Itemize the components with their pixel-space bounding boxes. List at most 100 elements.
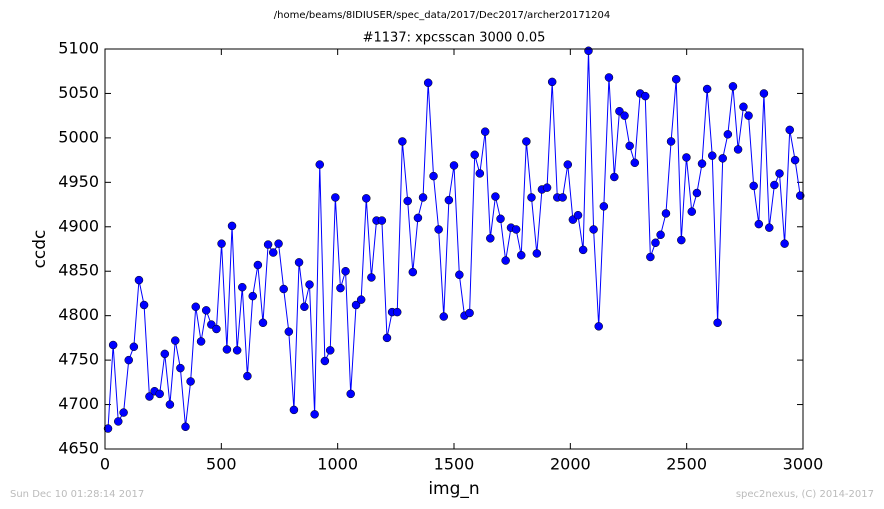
- x-axis-label: img_n: [428, 479, 479, 499]
- data-point: [171, 336, 180, 345]
- data-point: [795, 191, 805, 200]
- data-point: [728, 82, 738, 91]
- data-point: [749, 181, 758, 191]
- data-point: [160, 349, 170, 359]
- data-point: [604, 73, 614, 82]
- y-tick-label: 4650: [58, 439, 99, 458]
- y-tick-label: 4850: [58, 261, 99, 280]
- x-tick-label: 2500: [666, 455, 707, 474]
- data-point: [759, 89, 769, 98]
- data-point: [258, 318, 268, 328]
- data-point: [300, 302, 309, 312]
- data-point: [268, 248, 278, 257]
- data-point: [201, 306, 211, 315]
- data-point: [243, 371, 252, 381]
- data-point: [687, 207, 697, 216]
- data-point: [139, 300, 149, 310]
- x-tick-label: 0: [100, 455, 110, 474]
- data-point: [682, 153, 691, 162]
- data-point: [227, 221, 237, 231]
- data-point: [630, 158, 640, 168]
- data-point: [651, 238, 660, 248]
- data-point: [465, 308, 474, 318]
- data-point: [155, 389, 164, 399]
- data-point: [702, 84, 712, 94]
- data-point: [367, 273, 376, 282]
- data-point: [547, 77, 557, 87]
- data-point: [398, 137, 407, 146]
- data-point: [775, 169, 784, 178]
- data-point: [718, 154, 727, 163]
- plot-frame: [104, 48, 804, 450]
- data-point: [610, 172, 619, 182]
- data-point: [294, 258, 304, 267]
- data-point: [744, 111, 753, 120]
- data-point: [145, 392, 154, 401]
- data-point: [641, 91, 650, 101]
- data-point: [455, 270, 464, 280]
- data-point: [713, 318, 722, 328]
- data-point: [511, 225, 521, 234]
- x-tick-label: 2000: [550, 455, 591, 474]
- data-point: [315, 160, 325, 169]
- data-point: [217, 239, 226, 248]
- data-point: [589, 225, 598, 234]
- data-point: [671, 74, 681, 84]
- data-point: [305, 280, 314, 289]
- data-point: [754, 219, 764, 229]
- data-point: [186, 377, 195, 386]
- data-point: [739, 102, 748, 112]
- data-point: [625, 141, 634, 151]
- data-point: [527, 193, 536, 202]
- data-point: [444, 195, 454, 205]
- data-point: [661, 209, 671, 218]
- data-point: [491, 192, 500, 201]
- data-point: [232, 346, 242, 355]
- footer-left: Sun Dec 10 01:28:14 2017: [10, 489, 144, 500]
- data-point: [325, 346, 335, 355]
- data-point: [191, 302, 200, 312]
- data-point: [418, 193, 428, 202]
- data-point: [377, 216, 387, 225]
- data-point: [496, 214, 505, 224]
- data-point: [129, 342, 139, 352]
- data-point: [677, 235, 686, 245]
- data-point: [532, 249, 542, 258]
- data-point: [594, 322, 603, 331]
- data-point: [238, 282, 247, 292]
- data-point: [253, 260, 263, 270]
- data-point: [620, 111, 629, 120]
- data-point: [289, 405, 299, 415]
- suptitle: /home/beams/8IDIUSER/spec_data/2017/Dec2…: [274, 10, 610, 21]
- data-point: [708, 151, 717, 160]
- data-point: [480, 127, 490, 136]
- data-point: [134, 275, 144, 285]
- y-tick-label: 5100: [58, 39, 99, 58]
- data-point: [408, 267, 418, 277]
- series-line: [107, 50, 801, 429]
- data-point: [274, 239, 283, 248]
- data-point: [362, 194, 371, 203]
- data-point: [470, 150, 479, 160]
- data-point: [248, 291, 257, 301]
- x-tick-label: 3000: [783, 455, 824, 474]
- data-point: [108, 340, 118, 350]
- data-point: [392, 307, 402, 317]
- data-point: [434, 225, 443, 234]
- data-point: [522, 137, 531, 146]
- y-tick-label: 4800: [58, 305, 99, 324]
- data-point: [486, 234, 495, 243]
- data-point: [423, 78, 433, 88]
- data-point: [310, 410, 319, 419]
- data-point: [346, 389, 355, 399]
- data-point: [222, 345, 232, 354]
- data-point: [429, 171, 438, 181]
- x-tick-label: 1000: [317, 455, 358, 474]
- data-point: [692, 188, 702, 198]
- data-point: [770, 180, 779, 190]
- data-point: [351, 300, 361, 310]
- data-point: [542, 183, 552, 192]
- data-point: [413, 213, 423, 223]
- x-tick-label: 1500: [434, 455, 475, 474]
- data-point: [516, 250, 526, 260]
